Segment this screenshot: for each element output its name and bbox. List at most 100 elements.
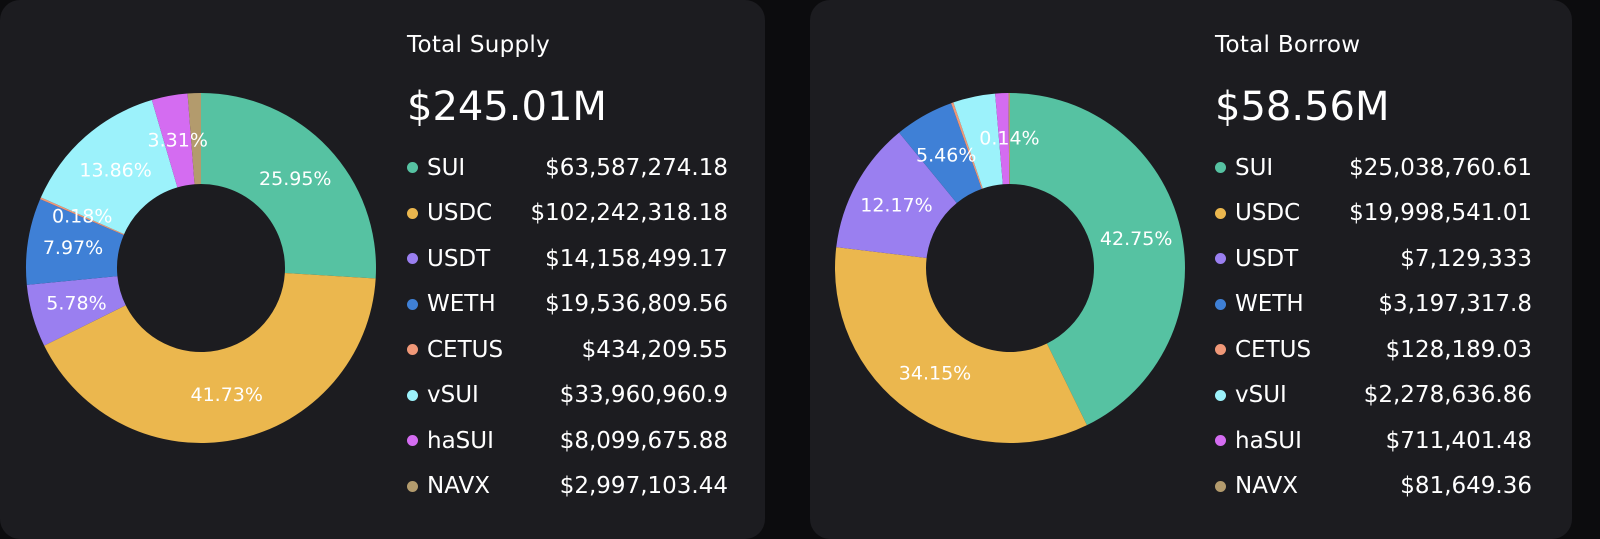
supply-slice-navx[interactable] bbox=[187, 93, 201, 185]
supply-slice-label-usdc: 41.73% bbox=[191, 384, 263, 406]
borrow-slice-vsui[interactable] bbox=[953, 93, 1003, 189]
total-borrow-card: 42.75% 34.15% 12.17% 5.46% 0.14% Total Borro… bbox=[810, 0, 1572, 539]
legend-color-dot bbox=[1215, 162, 1226, 174]
legend-asset-symbol: WETH bbox=[1235, 291, 1304, 318]
supply-legend-row-navx: NAVX $2,997,103.44 bbox=[407, 464, 728, 510]
legend-color-dot bbox=[1215, 298, 1226, 310]
legend-color-dot bbox=[407, 435, 418, 447]
total-supply-legend: SUI $63,587,274.18 USDC $102,242,318.18 USDT… bbox=[407, 145, 728, 509]
borrow-legend-row-sui: SUI $25,038,760.61 bbox=[1215, 145, 1532, 191]
legend-asset-symbol: NAVX bbox=[1235, 473, 1298, 500]
legend-asset-value: $711,401.48 bbox=[1385, 427, 1532, 454]
legend-color-dot bbox=[1215, 207, 1226, 219]
legend-asset-value: $25,038,760.61 bbox=[1349, 154, 1532, 181]
supply-legend-row-weth: WETH $19,536,809.56 bbox=[407, 282, 728, 328]
legend-asset-symbol: USDT bbox=[427, 245, 491, 272]
legend-asset-value: $3,197,317.8 bbox=[1378, 291, 1532, 318]
legend-asset-value: $14,158,499.17 bbox=[545, 245, 728, 272]
legend-asset-value: $102,242,318.18 bbox=[530, 200, 728, 227]
total-supply-donut-chart: 25.95% 41.73% 5.78% 7.97% 0.18% 13.86% 3.31% bbox=[25, 93, 376, 443]
legend-asset-value: $128,189.03 bbox=[1385, 336, 1532, 363]
borrow-slice-sui[interactable] bbox=[1010, 93, 1185, 426]
legend-asset-value: $19,998,541.01 bbox=[1349, 200, 1532, 227]
supply-slice-label-usdt: 5.78% bbox=[46, 293, 106, 315]
legend-asset-symbol: vSUI bbox=[1235, 382, 1287, 409]
legend-asset-symbol: USDT bbox=[1235, 245, 1299, 272]
legend-color-dot bbox=[407, 480, 418, 492]
borrow-legend-row-navx: NAVX $81,649.36 bbox=[1215, 464, 1532, 510]
legend-asset-value: $434,209.55 bbox=[581, 336, 728, 363]
supply-legend-row-vsui: vSUI $33,960,960.9 bbox=[407, 373, 728, 419]
legend-asset-value: $81,649.36 bbox=[1400, 473, 1532, 500]
total-supply-amount: $245.01M bbox=[407, 84, 607, 130]
borrow-slice-cetus[interactable] bbox=[951, 102, 983, 189]
borrow-legend-row-vsui: vSUI $2,278,636.86 bbox=[1215, 373, 1532, 419]
legend-asset-symbol: CETUS bbox=[1235, 336, 1312, 363]
supply-slice-weth[interactable] bbox=[25, 199, 124, 285]
legend-color-dot bbox=[1215, 480, 1226, 492]
supply-slice-cetus[interactable] bbox=[40, 197, 125, 235]
supply-legend-row-cetus: CETUS $434,209.55 bbox=[407, 327, 728, 373]
legend-color-dot bbox=[1215, 344, 1226, 356]
legend-color-dot bbox=[407, 162, 418, 174]
borrow-slice-usdc[interactable] bbox=[835, 247, 1087, 443]
total-borrow-donut-chart: 42.75% 34.15% 12.17% 5.46%0.14% bbox=[835, 93, 1185, 443]
legend-color-dot bbox=[407, 389, 418, 401]
legend-color-dot bbox=[1215, 253, 1226, 265]
legend-asset-value: $7,129,333 bbox=[1400, 245, 1532, 272]
legend-asset-symbol: haSUI bbox=[427, 427, 494, 454]
legend-asset-value: $8,099,675.88 bbox=[559, 427, 728, 454]
legend-asset-symbol: WETH bbox=[427, 291, 496, 318]
supply-slice-usdt[interactable] bbox=[26, 276, 126, 346]
supply-legend-row-hasui: haSUI $8,099,675.88 bbox=[407, 418, 728, 464]
borrow-slice-label-sui: 42.75% bbox=[1100, 228, 1172, 250]
supply-slice-sui[interactable] bbox=[201, 93, 376, 279]
borrow-legend-row-usdc: USDC $19,998,541.01 bbox=[1215, 191, 1532, 237]
borrow-slice-label-usdc: 34.15% bbox=[899, 363, 971, 385]
supply-slice-usdc[interactable] bbox=[44, 273, 376, 443]
legend-color-dot bbox=[1215, 435, 1226, 447]
supply-legend-row-usdt: USDT $14,158,499.17 bbox=[407, 236, 728, 282]
borrow-slice-label-weth: 5.46% bbox=[916, 144, 976, 166]
borrow-legend-row-hasui: haSUI $711,401.48 bbox=[1215, 418, 1532, 464]
borrow-slice-weth[interactable] bbox=[899, 103, 982, 204]
legend-asset-value: $33,960,960.9 bbox=[559, 382, 728, 409]
borrow-legend-row-weth: WETH $3,197,317.8 bbox=[1215, 282, 1532, 328]
supply-slice-label-sui: 25.95% bbox=[259, 168, 331, 190]
supply-legend-row-sui: SUI $63,587,274.18 bbox=[407, 145, 728, 191]
borrow-slice-label-usdt: 12.17% bbox=[860, 195, 932, 217]
borrow-slice-usdt[interactable] bbox=[836, 132, 957, 258]
borrow-slice-label-navx: 0.14% bbox=[979, 128, 1039, 150]
legend-asset-symbol: USDC bbox=[1235, 200, 1301, 227]
total-borrow-title: Total Borrow bbox=[1215, 32, 1361, 58]
total-borrow-legend: SUI $25,038,760.61 USDC $19,998,541.01 USDT $… bbox=[1215, 145, 1532, 509]
legend-asset-symbol: CETUS bbox=[427, 336, 504, 363]
legend-asset-symbol: SUI bbox=[427, 154, 466, 181]
borrow-legend-row-usdt: USDT $7,129,333 bbox=[1215, 236, 1532, 282]
legend-color-dot bbox=[407, 298, 418, 310]
supply-slice-label-weth: 7.97% bbox=[43, 237, 103, 259]
total-borrow-amount: $58.56M bbox=[1215, 84, 1390, 130]
total-supply-card: 25.95% 41.73% 5.78% 7.97% 0.18% 13.86% 3.31% T… bbox=[0, 0, 765, 539]
legend-color-dot bbox=[1215, 389, 1226, 401]
legend-asset-symbol: NAVX bbox=[427, 473, 490, 500]
legend-asset-value: $63,587,274.18 bbox=[545, 154, 728, 181]
borrow-slice-hasui[interactable] bbox=[995, 93, 1010, 185]
supply-slice-label-cetus: 0.18% bbox=[52, 205, 112, 227]
legend-color-dot bbox=[407, 253, 418, 265]
legend-asset-symbol: haSUI bbox=[1235, 427, 1302, 454]
supply-slice-label-hasui: 3.31% bbox=[148, 130, 208, 152]
borrow-legend-row-cetus: CETUS $128,189.03 bbox=[1215, 327, 1532, 373]
legend-asset-value: $2,278,636.86 bbox=[1363, 382, 1532, 409]
borrow-slice-navx[interactable] bbox=[1008, 93, 1010, 185]
legend-asset-value: $19,536,809.56 bbox=[545, 291, 728, 318]
legend-asset-symbol: vSUI bbox=[427, 382, 479, 409]
supply-slice-hasui[interactable] bbox=[151, 93, 195, 188]
total-supply-title: Total Supply bbox=[407, 32, 551, 58]
legend-color-dot bbox=[407, 344, 418, 356]
legend-asset-symbol: USDC bbox=[427, 200, 493, 227]
legend-asset-value: $2,997,103.44 bbox=[559, 473, 728, 500]
legend-asset-symbol: SUI bbox=[1235, 154, 1274, 181]
supply-slice-vsui[interactable] bbox=[40, 100, 178, 235]
supply-slice-label-vsui: 13.86% bbox=[79, 160, 151, 182]
